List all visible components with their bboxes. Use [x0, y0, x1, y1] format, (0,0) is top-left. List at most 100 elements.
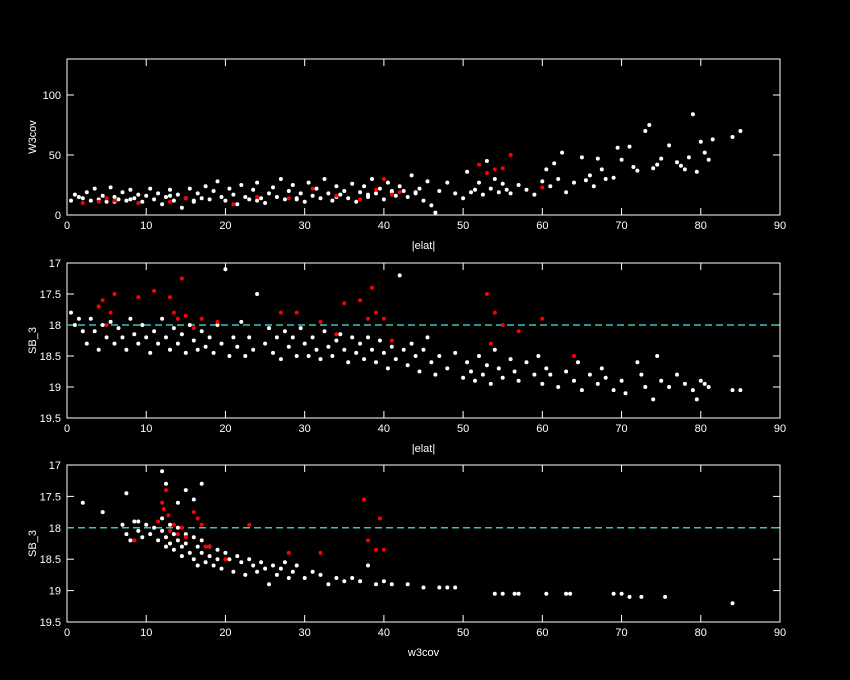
data-point	[469, 369, 473, 374]
x-tick-label: 50	[457, 220, 469, 232]
x-tick-label: 10	[140, 423, 152, 435]
data-point	[338, 192, 343, 197]
data-point	[417, 369, 422, 374]
x-tick-label: 80	[695, 627, 707, 639]
data-point	[96, 304, 101, 309]
data-point	[179, 544, 184, 549]
data-point	[310, 569, 315, 574]
data-point	[413, 354, 418, 358]
x-tick-label: 30	[299, 220, 311, 232]
x-axis-label: w3cov	[407, 647, 440, 659]
data-point	[251, 347, 256, 352]
data-point	[271, 563, 275, 568]
data-point	[235, 554, 240, 559]
data-point	[413, 190, 418, 195]
data-point	[164, 195, 168, 199]
data-point	[488, 341, 493, 346]
data-point	[156, 538, 161, 543]
data-point	[108, 319, 113, 324]
x-tick-label: 40	[378, 220, 390, 232]
data-point	[161, 507, 166, 511]
data-point	[251, 187, 256, 192]
data-point	[168, 528, 172, 533]
data-point	[100, 193, 105, 198]
data-point	[136, 528, 141, 533]
data-point	[108, 310, 113, 315]
data-point	[302, 576, 307, 580]
x-tick-label: 60	[536, 220, 548, 232]
data-point	[548, 184, 553, 189]
data-point	[112, 341, 117, 346]
data-point	[128, 187, 133, 192]
data-point	[675, 160, 679, 165]
y-tick-label: 18	[49, 523, 61, 535]
data-point	[211, 350, 216, 355]
data-point	[738, 388, 743, 393]
y-tick-label: 19	[49, 586, 61, 598]
data-point	[393, 193, 398, 198]
data-point	[298, 191, 303, 196]
data-point	[231, 192, 236, 197]
data-point	[679, 163, 683, 168]
y-tick-label: 17	[49, 258, 61, 270]
data-point	[623, 391, 628, 396]
data-point	[152, 329, 157, 334]
data-point	[164, 488, 168, 493]
data-point	[223, 557, 228, 562]
data-point	[168, 522, 172, 527]
data-point	[267, 191, 271, 196]
data-point	[207, 554, 212, 559]
data-point	[346, 360, 351, 365]
data-point	[377, 516, 382, 521]
data-point	[330, 198, 335, 203]
data-point	[611, 591, 616, 596]
data-point	[215, 179, 220, 184]
data-point	[199, 196, 204, 201]
data-point	[227, 354, 232, 358]
data-point	[183, 313, 188, 318]
data-point	[639, 594, 644, 599]
y-tick-label: 17	[49, 460, 61, 472]
data-point	[556, 177, 561, 181]
data-point	[730, 388, 735, 393]
data-point	[572, 354, 576, 358]
data-point	[124, 491, 129, 496]
data-point	[199, 522, 204, 527]
y-tick-label: 18.5	[40, 351, 61, 363]
data-point	[223, 550, 228, 555]
series-white	[69, 267, 743, 402]
data-point	[500, 166, 505, 171]
data-point	[500, 181, 505, 186]
data-point	[191, 510, 196, 515]
data-point	[374, 547, 378, 552]
data-point	[358, 298, 363, 303]
data-point	[477, 162, 481, 167]
data-point	[579, 155, 584, 160]
data-point	[698, 139, 703, 144]
data-point	[183, 488, 188, 493]
x-tick-label: 80	[695, 423, 707, 435]
data-point	[231, 335, 236, 340]
data-point	[195, 544, 200, 549]
data-point	[366, 335, 370, 340]
data-point	[96, 199, 101, 204]
data-point	[334, 332, 339, 337]
x-tick-label: 10	[140, 220, 152, 232]
data-point	[136, 192, 141, 197]
data-point	[175, 538, 180, 543]
y-tick-label: 19.5	[40, 413, 61, 425]
data-point	[694, 397, 699, 402]
data-point	[203, 560, 208, 565]
data-point	[358, 190, 363, 195]
data-point	[175, 500, 180, 505]
data-point	[342, 301, 347, 306]
data-point	[92, 186, 97, 191]
data-point	[326, 344, 331, 349]
data-point	[166, 513, 171, 518]
data-point	[480, 372, 485, 377]
data-point	[168, 347, 172, 352]
data-point	[255, 292, 260, 296]
data-point	[659, 378, 664, 383]
data-point	[168, 187, 172, 192]
data-point	[72, 323, 77, 327]
